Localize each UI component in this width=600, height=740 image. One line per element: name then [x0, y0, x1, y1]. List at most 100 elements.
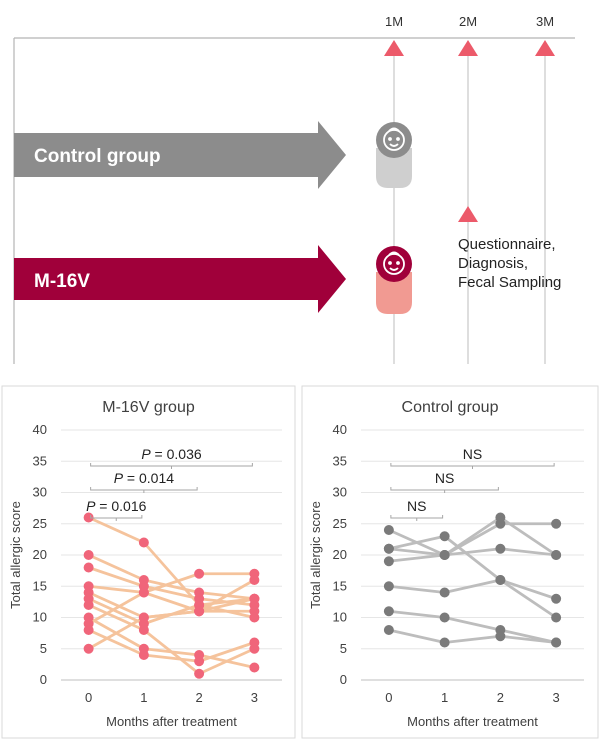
data-point [249, 612, 260, 623]
x-tick-label: 2 [196, 690, 203, 705]
y-tick-label: 20 [33, 547, 47, 562]
month-label-2: 2M [459, 14, 477, 29]
chart-title: M-16V group [102, 399, 195, 416]
series-line [87, 578, 256, 625]
data-point [249, 593, 260, 604]
data-point [249, 575, 260, 585]
y-axis-label: Total allergic score [308, 501, 323, 609]
data-point [249, 637, 260, 648]
m16v-bottle-icon [376, 246, 412, 314]
data-point [194, 656, 205, 667]
m16v-label: M-16V [34, 271, 90, 292]
sampling-marker [458, 206, 478, 222]
x-tick-label: 3 [251, 690, 258, 705]
y-tick-label: 35 [33, 453, 47, 468]
y-tick-label: 15 [333, 578, 347, 593]
data-point [138, 537, 149, 548]
control-bottle-icon [376, 122, 412, 188]
month-marker-2 [458, 40, 478, 56]
y-tick-label: 35 [333, 453, 347, 468]
data-point [194, 668, 205, 679]
data-point [138, 650, 149, 660]
data-point [138, 612, 149, 623]
m16v-baby-face-icon [383, 251, 405, 275]
data-point [194, 568, 205, 579]
control-baby-face-icon [383, 127, 405, 151]
control-chart: Control group 0 5 10 15 20 25 30 35 40 0 1 2 3 Months … [308, 399, 584, 729]
data-point [249, 662, 260, 673]
data-point [551, 593, 562, 604]
chart-title: Control group [402, 399, 499, 416]
significance-label: NS [435, 470, 454, 486]
x-tick-label: 1 [441, 690, 448, 705]
data-point [83, 643, 94, 654]
y-tick-label: 25 [33, 516, 47, 531]
data-point [551, 612, 562, 623]
series-line [87, 597, 255, 650]
series-line [388, 628, 557, 644]
data-point [495, 631, 506, 642]
data-point [383, 543, 394, 554]
significance-label: P = 0.014 [114, 470, 175, 486]
timeline: 1M 2M 3M Control group M-16V [13, 14, 575, 364]
series-line [388, 522, 557, 557]
x-axis-label: Months after treatment [407, 714, 538, 729]
x-tick-label: 2 [497, 690, 504, 705]
data-point [439, 612, 450, 623]
data-point [439, 550, 450, 560]
data-point [83, 600, 94, 610]
m16v-chart-panel [1, 385, 296, 739]
data-point [194, 606, 205, 617]
data-point [439, 587, 450, 598]
y-tick-label: 25 [333, 516, 347, 531]
x-tick-label: 1 [140, 690, 147, 705]
y-axis-label: Total allergic score [8, 501, 23, 609]
series-line [388, 547, 557, 563]
data-point [383, 606, 394, 617]
data-point [383, 525, 394, 535]
significance-label: NS [463, 446, 482, 462]
y-tick-label: 0 [340, 672, 347, 687]
y-tick-label: 20 [333, 547, 347, 562]
data-point [551, 518, 562, 529]
series-line [88, 628, 255, 663]
m16v-chart: M-16V group 0 5 10 15 20 25 30 35 40 0 1 2 3 Months af… [8, 399, 282, 729]
y-tick-label: 40 [33, 422, 47, 437]
y-tick-label: 0 [40, 672, 47, 687]
data-point [83, 550, 94, 560]
data-point [551, 550, 562, 560]
significance-label: NS [407, 498, 426, 514]
data-point [383, 556, 394, 567]
data-point [495, 575, 506, 585]
control-group-label: Control group [34, 146, 161, 167]
note-line-1: Questionnaire, [458, 236, 556, 253]
y-tick-label: 30 [333, 485, 347, 500]
note-line-3: Fecal Sampling [458, 274, 561, 291]
data-point [383, 581, 394, 592]
data-point [83, 562, 94, 573]
control-chart-panel [301, 385, 599, 739]
data-point [383, 625, 394, 635]
y-tick-label: 5 [40, 641, 47, 656]
m16v-arrow [14, 245, 346, 313]
x-axis-label: Months after treatment [106, 714, 237, 729]
data-point [138, 625, 149, 635]
y-tick-label: 40 [333, 422, 347, 437]
series-line [388, 609, 557, 644]
significance-label: P = 0.016 [86, 498, 147, 514]
data-point [83, 625, 94, 635]
series-line [388, 534, 557, 619]
significance-label: P = 0.036 [141, 446, 202, 462]
series-line [88, 566, 255, 607]
data-point [495, 518, 506, 529]
data-point [439, 531, 450, 542]
y-tick-label: 5 [340, 641, 347, 656]
y-tick-label: 30 [33, 485, 47, 500]
month-label-1: 1M [385, 14, 403, 29]
data-point [138, 587, 149, 598]
x-tick-label: 0 [85, 690, 92, 705]
series-line [88, 572, 255, 594]
y-tick-label: 15 [33, 578, 47, 593]
y-tick-label: 10 [33, 610, 47, 625]
